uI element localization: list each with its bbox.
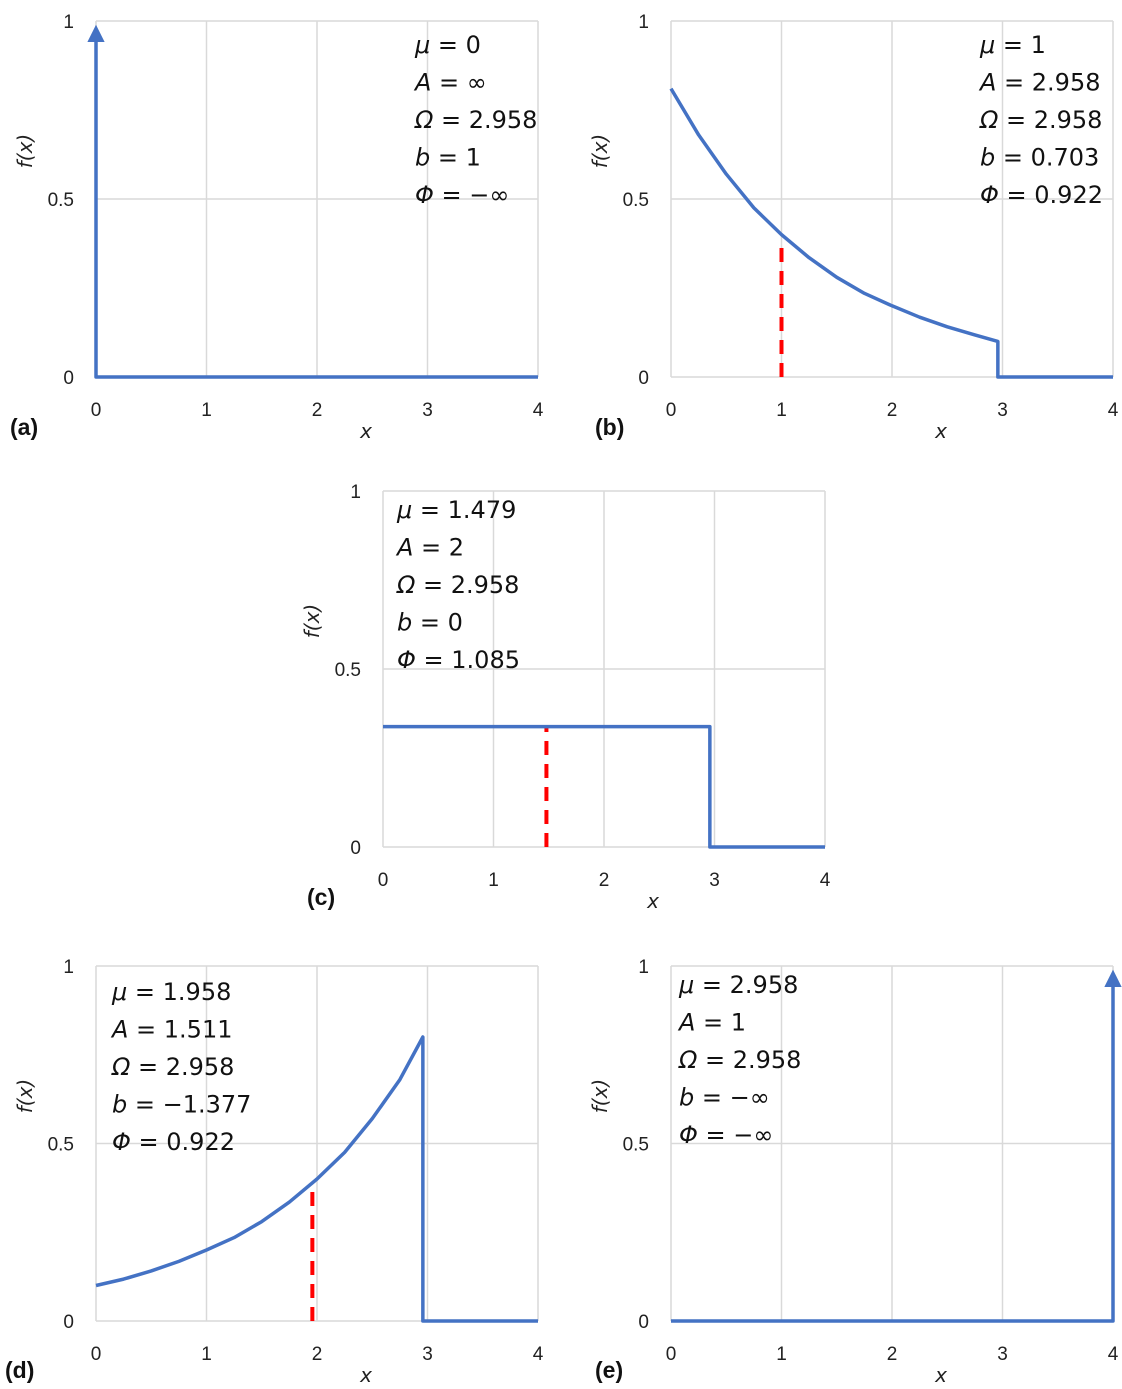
x-tick-label: 4 <box>1108 400 1119 421</box>
x-tick-label: 4 <box>533 1344 544 1365</box>
y-axis-title: f(x) <box>588 1079 612 1113</box>
chart-panel-e: 0 1 2 3 4 0 0.5 1 x f(x) (e) μ = 2.958 A = 1 Ω = 2.95… <box>588 957 1122 1387</box>
param-annotation: Ω = 2.958 <box>979 106 1102 134</box>
x-tick-label: 2 <box>599 870 610 891</box>
y-tick-label: 0 <box>638 368 649 389</box>
param-annotation: b = 0 <box>397 609 463 637</box>
param-annotation: Φ = 0.922 <box>980 181 1103 209</box>
y-tick-label: 1 <box>63 12 74 33</box>
param-annotation: b = −∞ <box>679 1084 770 1112</box>
x-axis-title: x <box>934 419 947 443</box>
series-line <box>383 724 825 849</box>
x-axis-title: x <box>359 419 372 443</box>
param-annotation: A = 1 <box>677 1009 746 1037</box>
param-annotation: μ = 1.958 <box>111 978 231 1006</box>
y-tick-label: 1 <box>63 957 74 978</box>
param-annotation: μ = 2.958 <box>678 971 798 999</box>
x-tick-label: 0 <box>666 1344 677 1365</box>
param-annotation: Ω = 2.958 <box>414 106 537 134</box>
x-tick-label: 2 <box>887 400 898 421</box>
param-annotation: b = −1.377 <box>112 1091 251 1119</box>
series-line <box>87 24 538 379</box>
x-tick-label: 4 <box>820 870 831 891</box>
y-tick-label: 1 <box>638 12 649 33</box>
x-tick-label: 2 <box>312 400 323 421</box>
param-annotation: μ = 1.479 <box>396 496 516 524</box>
chart-panel-d: 0 1 2 3 4 0 0.5 1 x f(x) (d) μ = 1.958 A = 1.511 Ω = … <box>5 957 544 1387</box>
x-tick-label: 0 <box>666 400 677 421</box>
param-annotation: A = 2.958 <box>978 69 1101 97</box>
x-axis-title: x <box>646 889 659 913</box>
x-tick-label: 2 <box>312 1344 323 1365</box>
x-axis-title: x <box>359 1363 372 1387</box>
y-axis-title: f(x) <box>588 134 612 168</box>
param-annotation: Ω = 2.958 <box>111 1053 234 1081</box>
panel-label: (c) <box>307 884 335 910</box>
param-annotation: Ω = 2.958 <box>396 571 519 599</box>
panel-label: (e) <box>595 1357 623 1383</box>
param-annotation: Φ = 1.085 <box>397 646 520 674</box>
x-tick-label: 1 <box>488 870 499 891</box>
y-tick-label: 0 <box>63 368 74 389</box>
param-annotation: Φ = 0.922 <box>112 1128 235 1156</box>
param-annotation: Φ = −∞ <box>415 181 509 209</box>
param-annotation: b = 1 <box>415 144 481 172</box>
series-line <box>95 1035 538 1323</box>
x-tick-label: 0 <box>91 1344 102 1365</box>
series-line <box>671 969 1122 1323</box>
x-tick-label: 3 <box>997 1344 1008 1365</box>
param-annotation: μ = 1 <box>979 31 1046 59</box>
chart-panel-b: 0 1 2 3 4 0 0.5 1 x f(x) (b) μ = 1 A = 2.958 Ω = 2.95… <box>588 12 1119 443</box>
param-annotation: b = 0.703 <box>980 144 1099 172</box>
x-tick-label: 0 <box>378 870 389 891</box>
x-tick-label: 1 <box>776 1344 787 1365</box>
x-tick-label: 4 <box>1108 1344 1119 1365</box>
y-tick-label: 0 <box>638 1312 649 1333</box>
y-tick-label: 0.5 <box>335 660 361 681</box>
x-tick-label: 1 <box>776 400 787 421</box>
chart-panel-a: 0 1 2 3 4 0 0.5 1 x f(x) (a) μ = 0 A = ∞ Ω = 2.958 b =… <box>10 12 544 443</box>
x-tick-label: 3 <box>709 870 720 891</box>
chart-panel-c: 0 1 2 3 4 0 0.5 1 x f(x) (c) μ = 1.479 A = 2 Ω = 2.95… <box>300 482 831 913</box>
y-tick-label: 0.5 <box>48 190 74 211</box>
x-tick-label: 1 <box>201 400 212 421</box>
x-tick-label: 4 <box>533 400 544 421</box>
x-tick-label: 0 <box>91 400 102 421</box>
x-axis-title: x <box>934 1363 947 1387</box>
y-axis-title: f(x) <box>13 1079 37 1113</box>
param-annotation: Φ = −∞ <box>679 1121 773 1149</box>
y-tick-label: 1 <box>350 482 361 503</box>
x-tick-label: 2 <box>887 1344 898 1365</box>
y-axis-title: f(x) <box>300 604 324 638</box>
y-axis-title: f(x) <box>13 134 37 168</box>
x-tick-label: 3 <box>422 400 433 421</box>
param-annotation: Ω = 2.958 <box>678 1046 801 1074</box>
y-tick-label: 0.5 <box>623 190 649 211</box>
param-annotation: μ = 0 <box>414 31 481 59</box>
panel-label: (b) <box>595 414 624 440</box>
x-tick-label: 3 <box>997 400 1008 421</box>
y-tick-label: 0 <box>350 838 361 859</box>
panel-label: (d) <box>5 1357 34 1383</box>
y-tick-label: 0.5 <box>623 1135 649 1156</box>
y-tick-label: 0 <box>63 1312 74 1333</box>
y-tick-label: 0.5 <box>48 1135 74 1156</box>
param-annotation: A = 2 <box>395 534 464 562</box>
x-tick-label: 1 <box>201 1344 212 1365</box>
y-tick-label: 1 <box>638 957 649 978</box>
series-line <box>669 87 1113 379</box>
panel-label: (a) <box>10 414 38 440</box>
param-annotation: A = ∞ <box>413 69 487 97</box>
param-annotation: A = 1.511 <box>110 1016 233 1044</box>
x-tick-label: 3 <box>422 1344 433 1365</box>
